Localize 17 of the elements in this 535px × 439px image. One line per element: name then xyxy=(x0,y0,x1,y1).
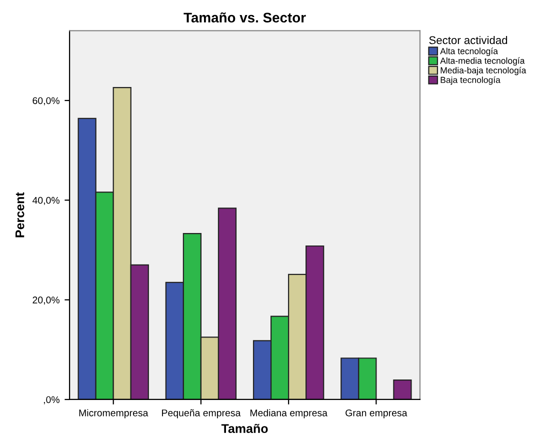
x-axis-title: Tamaño xyxy=(221,424,268,434)
legend-label: Alta tecnología xyxy=(440,48,498,56)
legend-title: Sector actividad xyxy=(429,36,508,44)
chart-title: Tamaño vs. Sector xyxy=(184,12,306,23)
x-tick-label: Micromempresa xyxy=(79,409,148,418)
x-tick-label: Mediana empresa xyxy=(250,409,328,418)
y-axis-title: Percent xyxy=(16,192,24,238)
y-tick-label: ,0% xyxy=(44,396,60,404)
bar xyxy=(393,380,412,400)
x-tick-label: Gran empresa xyxy=(346,409,408,418)
legend-label: Baja tecnología xyxy=(440,76,500,85)
y-tick-label: 40,0% xyxy=(32,196,60,205)
y-tick-label: 60,0% xyxy=(32,97,60,106)
legend-label: Media-baja tecnología xyxy=(440,66,526,76)
y-tick-label: 20,0% xyxy=(32,296,60,305)
x-tick-label: Pequeña empresa xyxy=(162,409,241,418)
legend-label: Alta-media tecnología xyxy=(440,57,525,66)
